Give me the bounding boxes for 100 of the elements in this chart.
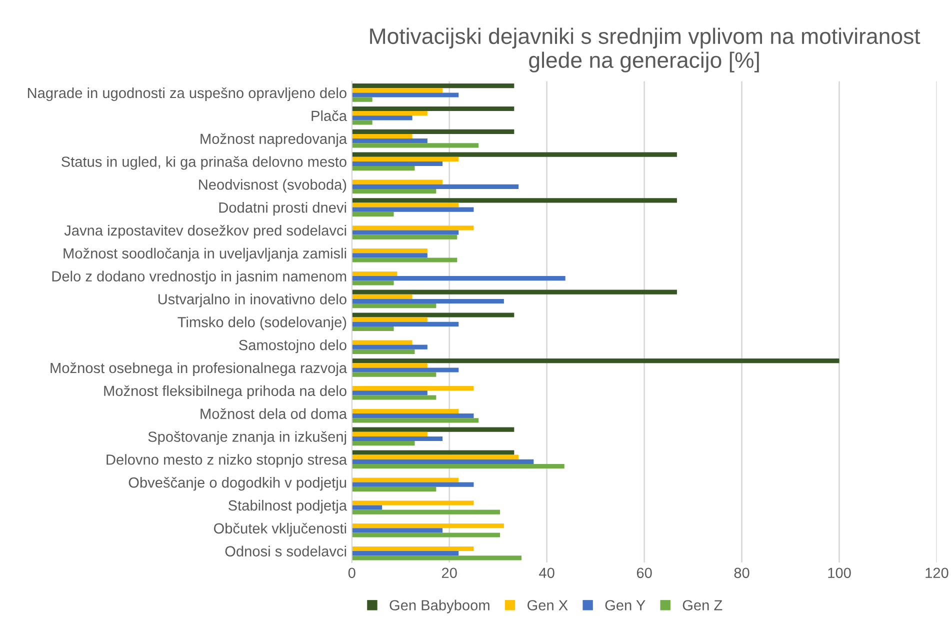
y-tick-label: Možnost napredovanja xyxy=(200,133,348,147)
bar xyxy=(352,280,394,286)
bar xyxy=(352,212,394,216)
y-tick-label: Samostojno delo xyxy=(239,340,346,354)
bar xyxy=(352,290,677,294)
bar xyxy=(352,88,443,93)
bar xyxy=(352,454,519,460)
bar xyxy=(352,486,436,492)
y-tick-label: Javna izpostavitev dosežkov pred sodelavci xyxy=(64,224,346,239)
bar xyxy=(352,395,436,400)
bar xyxy=(352,116,412,120)
bar xyxy=(352,450,514,455)
bar xyxy=(352,143,479,148)
y-tick-label: Možnost fleksibilnega prihoda na delo xyxy=(104,385,346,399)
y-tick-label: Občutek vključenosti xyxy=(214,522,346,536)
bar xyxy=(352,161,443,166)
x-tick-label: 20 xyxy=(442,568,457,578)
bar xyxy=(352,134,412,139)
bar xyxy=(352,358,840,364)
bar xyxy=(352,92,459,98)
bar xyxy=(352,312,514,318)
bar xyxy=(352,372,436,377)
bar xyxy=(352,441,415,446)
bar xyxy=(352,111,428,116)
bar xyxy=(352,276,566,281)
bar xyxy=(352,528,443,533)
bar xyxy=(352,97,372,102)
bar xyxy=(352,226,474,230)
bar xyxy=(352,253,428,258)
bar xyxy=(352,106,514,112)
y-tick-label: Stabilnost podjetja xyxy=(228,500,348,514)
y-tick-label: Spoštovanje znanja in izkušenj xyxy=(148,431,346,445)
bar xyxy=(352,129,514,134)
y-tick-label: Neodvisnost (svoboda) xyxy=(199,179,346,193)
legend-label: Gen X xyxy=(528,600,568,610)
bar xyxy=(352,464,564,469)
bar xyxy=(352,418,479,423)
bar xyxy=(352,326,394,332)
x-tick-label: 100 xyxy=(828,568,851,578)
x-tick-label: 0 xyxy=(348,568,356,578)
y-tick-label: Odnosi s sodelavci xyxy=(225,546,346,556)
y-tick-label: Timsko delo (sodelovanje) xyxy=(178,316,346,330)
bar xyxy=(352,248,428,254)
bar xyxy=(352,294,412,299)
y-tick-label: Delo z dodano vrednostjo in jasnim namenom xyxy=(52,270,346,284)
bar xyxy=(352,432,428,436)
bar xyxy=(352,368,459,372)
bar xyxy=(352,234,458,240)
bar xyxy=(352,478,459,482)
y-tick-label: Možnost dela od doma xyxy=(200,408,348,419)
bar xyxy=(352,363,428,368)
y-tick-label: Status in ugled, ki ga prinaša delovno mesto xyxy=(62,156,346,170)
bar xyxy=(352,230,459,235)
bar xyxy=(352,510,500,514)
y-tick-label: Nagrade in ugodnosti za uspešno opravljeno delo xyxy=(28,87,346,102)
y-tick-label: Ustvarjalno in inovativno delo xyxy=(158,294,346,308)
x-tick-label: 80 xyxy=(734,568,750,578)
x-tick-label: 40 xyxy=(539,568,554,578)
chart-title: Motivacijski dejavniki s srednjim vplivom na motiviranost glede na generacijo [%] xyxy=(370,28,920,72)
y-tick-label: Možnost osebnega in profesionalnega razvoja xyxy=(50,362,348,376)
bar xyxy=(352,166,415,171)
bar xyxy=(352,482,474,487)
legend-label: Gen Babyboom xyxy=(390,600,490,614)
bar xyxy=(352,532,500,538)
bar xyxy=(352,138,428,144)
bar xyxy=(352,258,458,262)
bar xyxy=(352,500,474,506)
y-tick-label: Možnost soodločanja in uveljavljanja zamisli xyxy=(64,248,346,262)
bar xyxy=(352,546,474,552)
bar xyxy=(352,505,382,510)
bar xyxy=(352,152,677,157)
y-tick-label: Obveščanje o dogodkih v podjetju xyxy=(128,476,346,491)
bar xyxy=(352,349,415,354)
bar xyxy=(352,188,436,194)
bar xyxy=(352,322,459,326)
bar xyxy=(352,156,459,162)
bar xyxy=(352,390,428,396)
bar xyxy=(352,427,514,432)
y-tick-label: Dodatni prosti dnevi xyxy=(219,202,346,216)
bar xyxy=(352,551,459,556)
y-tick-label: Plača xyxy=(312,110,348,122)
legend-label: Gen Y xyxy=(605,600,646,610)
bar xyxy=(352,198,677,203)
bar xyxy=(352,344,428,350)
bar xyxy=(352,202,459,208)
bar xyxy=(352,436,443,442)
bar xyxy=(352,340,412,345)
bar xyxy=(352,524,504,528)
bar xyxy=(352,408,459,414)
bar xyxy=(352,304,436,308)
bar xyxy=(352,184,519,189)
y-tick-label: Delovno mesto z nizko stopnjo stresa xyxy=(106,454,348,468)
bar xyxy=(352,556,522,560)
bar xyxy=(352,120,372,125)
bar xyxy=(352,298,504,304)
bar xyxy=(352,271,398,276)
bar xyxy=(352,386,474,391)
bar xyxy=(352,459,534,464)
bar xyxy=(352,317,428,322)
x-tick-label: 60 xyxy=(636,568,652,578)
